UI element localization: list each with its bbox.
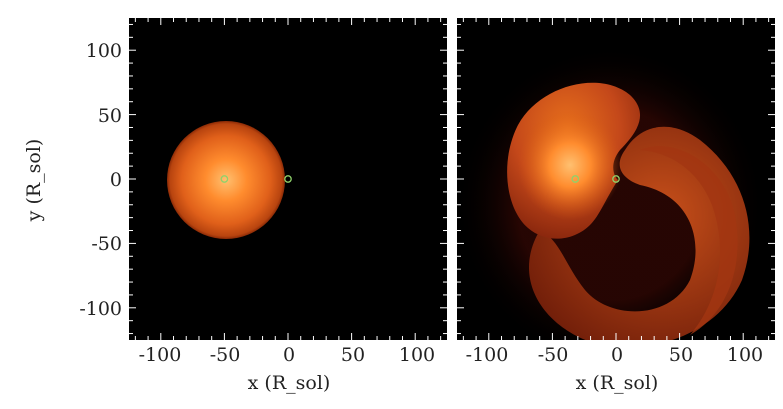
- x-axis-label: x (R_sol): [576, 372, 659, 394]
- right-panel-ticks: [457, 18, 775, 340]
- donor-star-envelope: [167, 121, 285, 239]
- x-tick-label: 50: [669, 344, 693, 366]
- y-tick-label: -50: [91, 233, 122, 255]
- right-panel: -100 -50 0 50 100 x (R_sol): [457, 18, 775, 394]
- x-tick-label: -50: [538, 344, 569, 366]
- x-tick-label: 0: [283, 344, 295, 366]
- right-panel-markers: [571, 175, 620, 183]
- y-tick-label: -100: [79, 298, 122, 320]
- y-tick-label: 50: [98, 105, 122, 127]
- left-panel-ticks: [129, 18, 447, 340]
- tidal-stream: [529, 126, 750, 340]
- y-tick-label: 0: [110, 169, 122, 191]
- left-panel-markers: [220, 175, 292, 183]
- donor-core-glow: [518, 110, 622, 220]
- x-tick-label: -100: [466, 344, 509, 366]
- x-tick-label: 100: [727, 344, 763, 366]
- y-tick-label: 100: [86, 40, 122, 62]
- x-tick-label: -50: [210, 344, 241, 366]
- y-axis-label: y (R_sol): [23, 139, 45, 223]
- donor-star-core-marker: [220, 175, 229, 183]
- stream-edge: [640, 146, 738, 335]
- gas-distribution: [457, 45, 765, 340]
- companion-marker: [612, 175, 620, 183]
- companion-marker: [284, 175, 292, 183]
- x-axis-label: x (R_sol): [248, 372, 331, 394]
- left-panel: 100 50 0 -50 -100 -100 -50 0 50 100 x (R…: [23, 18, 447, 394]
- x-tick-label: 100: [399, 344, 435, 366]
- x-tick-label: -100: [139, 344, 182, 366]
- donor-star-core-marker: [571, 175, 580, 183]
- x-tick-label: 0: [611, 344, 623, 366]
- x-tick-label: 50: [341, 344, 365, 366]
